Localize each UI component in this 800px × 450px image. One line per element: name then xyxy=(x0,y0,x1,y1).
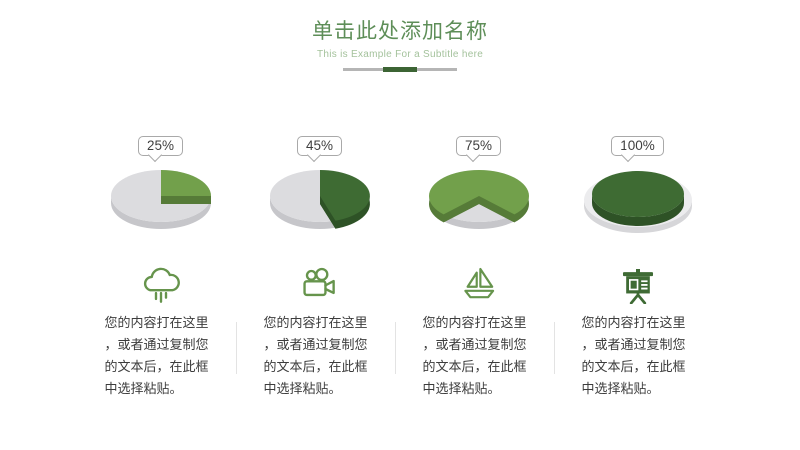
stat-columns-row: 25% 您的内容打在这里，或者通过复制您的文本后，在此框中选择粘贴。 45% xyxy=(81,136,717,400)
text-divider xyxy=(395,322,396,374)
body-text: 您的内容打在这里，或者通过复制您的文本后，在此框中选择粘贴。 xyxy=(581,315,686,397)
stat-column: 45% 您的内容打在这里，或者通过复制您的文本后，在此框中选择粘贴。 xyxy=(236,136,399,400)
body-text: 您的内容打在这里，或者通过复制您的文本后，在此框中选择粘贴。 xyxy=(263,315,368,397)
pie-chart-3d xyxy=(583,171,692,233)
stat-column: 25% 您的内容打在这里，或者通过复制您的文本后，在此框中选择粘贴。 xyxy=(81,136,240,400)
pie-chart-3d xyxy=(428,170,529,229)
percent-callout: 45% xyxy=(296,136,343,163)
slide-header: 单击此处添加名称 This is Example For a Subtitle … xyxy=(0,0,800,72)
header-divider xyxy=(343,67,457,72)
text-divider xyxy=(554,322,555,374)
pie-chart-3d xyxy=(269,170,370,229)
body-text: 您的内容打在这里，或者通过复制您的文本后，在此框中选择粘贴。 xyxy=(104,315,209,397)
page-title: 单击此处添加名称 xyxy=(312,20,488,43)
stat-column: 100% 您的内容打在这里，或者通过复制您的文本后，在此框中选择粘贴。 xyxy=(554,136,717,400)
percent-callout: 25% xyxy=(137,136,184,163)
stat-column: 75% 您的内容打在这里，或者通过复制您的文本后，在此框中选择粘贴。 xyxy=(395,136,558,400)
sailboat-icon xyxy=(463,267,494,299)
percent-callout: 100% xyxy=(611,136,664,163)
body-text: 您的内容打在这里，或者通过复制您的文本后，在此框中选择粘贴。 xyxy=(422,315,527,397)
presentation-board-icon xyxy=(622,269,653,304)
video-camera-icon xyxy=(302,267,335,297)
percent-callout: 75% xyxy=(455,136,502,163)
divider-accent xyxy=(383,67,417,72)
text-divider xyxy=(236,322,237,374)
pie-chart-3d xyxy=(110,170,211,229)
page-subtitle: This is Example For a Subtitle here xyxy=(316,49,484,60)
cloud-rain-icon xyxy=(143,267,180,303)
